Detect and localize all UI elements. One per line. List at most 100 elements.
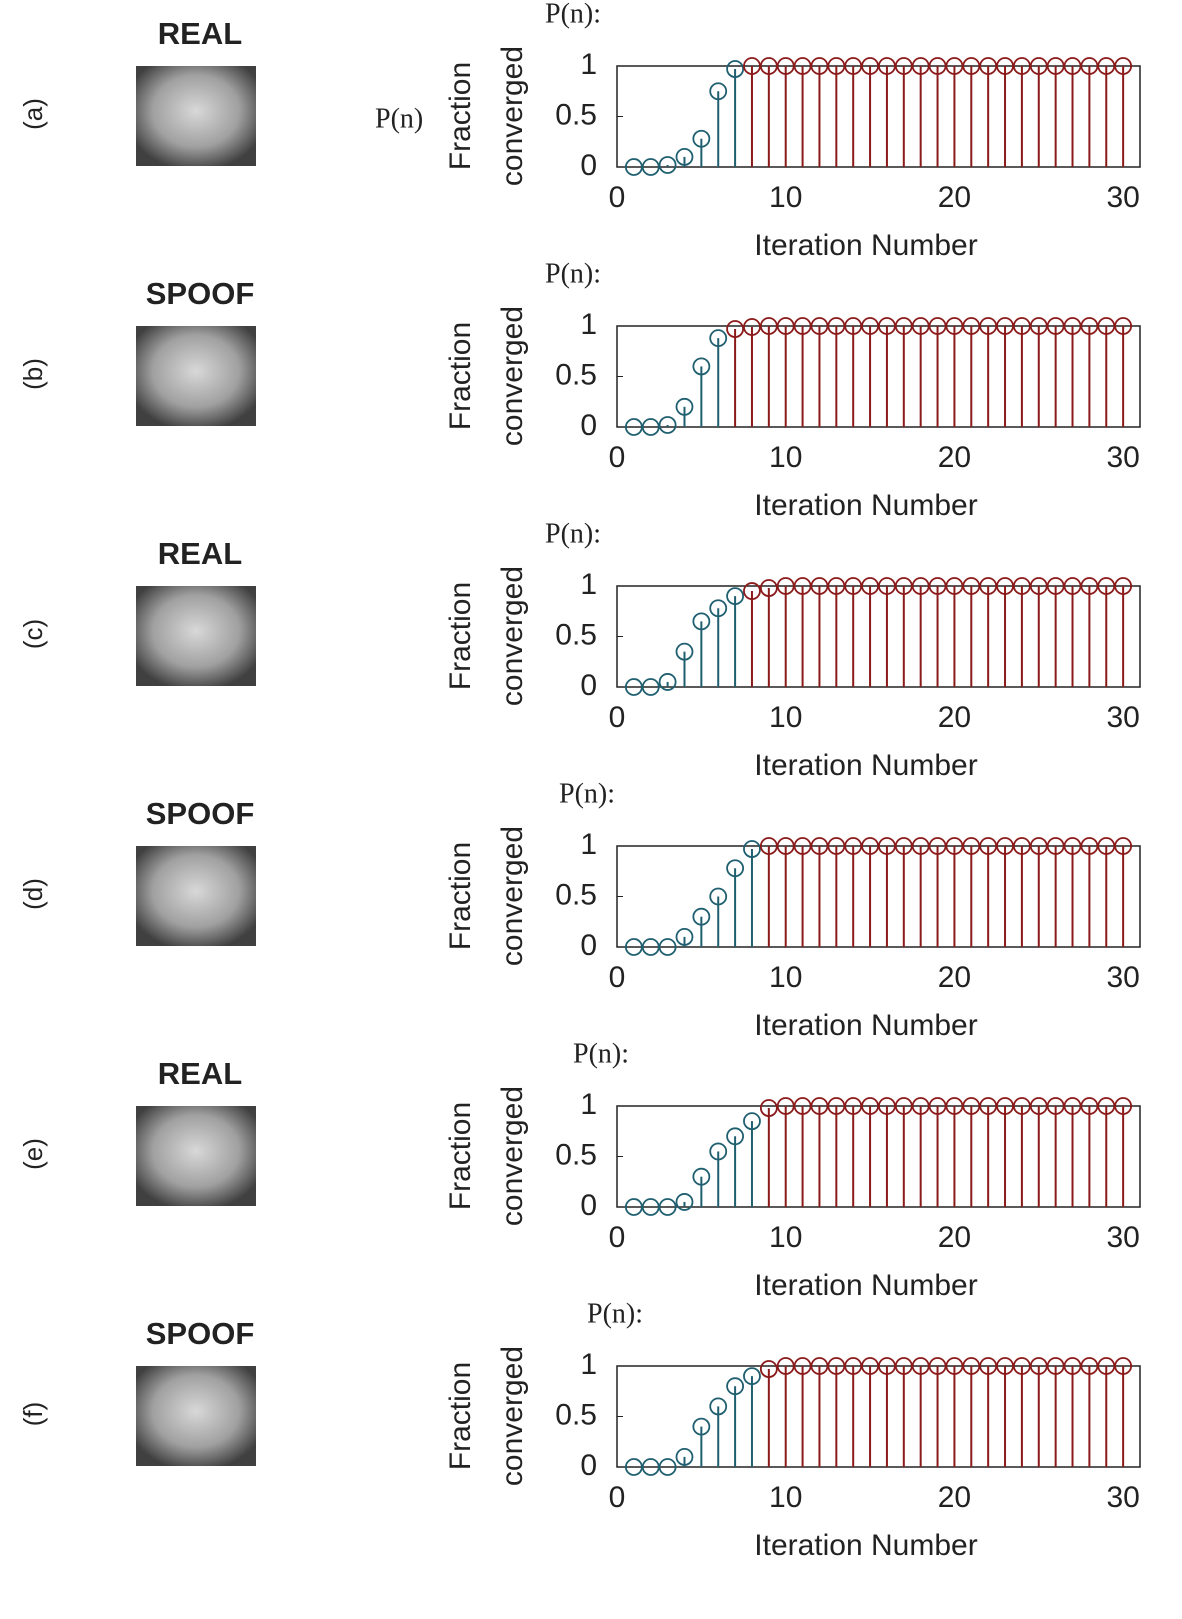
x-tick-label: 30 — [1106, 1481, 1139, 1514]
x-axis-label: Iteration Number — [754, 749, 977, 782]
face-image — [136, 846, 256, 946]
stem-marker — [692, 357, 711, 376]
panel-label: (b) — [18, 358, 48, 390]
panel-label: (a) — [18, 98, 48, 130]
stem-marker — [709, 1142, 728, 1161]
y-axis-label: converged — [496, 1086, 529, 1226]
stem-marker — [743, 1367, 761, 1385]
x-tick-label: 20 — [938, 961, 971, 994]
stem-marker — [726, 320, 744, 338]
y-tick-label: 0.5 — [555, 98, 597, 131]
panel-caption: REAL — [158, 1056, 242, 1091]
y-tick-label: 0 — [580, 669, 597, 702]
stem-marker — [675, 1193, 694, 1211]
x-tick-label: 10 — [769, 1221, 802, 1254]
panel-caption: REAL — [158, 536, 242, 571]
stem-marker — [726, 587, 744, 605]
stem-marker — [726, 1127, 744, 1146]
x-tick-label: 20 — [938, 1481, 971, 1514]
stem-marker — [709, 82, 728, 101]
x-tick-label: 10 — [769, 181, 802, 214]
stem-marker — [709, 887, 728, 906]
stem-marker — [658, 1198, 677, 1216]
stem-marker — [709, 599, 728, 618]
y-axis-label: converged — [496, 826, 529, 966]
annotation: P(n): — [545, 258, 601, 289]
x-tick-label: 10 — [769, 701, 802, 734]
y-tick-label: 1 — [580, 1348, 597, 1381]
y-tick-label: 1 — [580, 568, 597, 601]
stem-marker — [658, 156, 677, 174]
y-axis-label: converged — [496, 1346, 529, 1486]
stem-marker — [1114, 57, 1133, 75]
stem-marker — [709, 329, 728, 348]
stem-marker — [658, 416, 677, 434]
stem-marker — [1114, 1357, 1133, 1375]
x-tick-label: 10 — [769, 1481, 802, 1514]
y-axis-label: Fraction — [444, 62, 477, 170]
y-axis-label: Fraction — [444, 842, 477, 950]
y-axis-label: Fraction — [444, 322, 477, 430]
y-tick-label: 1 — [580, 308, 597, 341]
stem-marker — [675, 642, 694, 661]
stem-marker — [726, 1377, 744, 1396]
y-tick-label: 0.5 — [555, 358, 597, 391]
y-tick-label: 0.5 — [555, 618, 597, 651]
stem-marker — [726, 859, 744, 878]
y-tick-label: 1 — [580, 48, 597, 81]
plot-frame — [616, 65, 1141, 168]
y-axis-label: converged — [496, 306, 529, 446]
face-image — [136, 326, 256, 426]
stem-marker — [641, 678, 660, 696]
stem-marker — [675, 147, 694, 166]
stem-marker — [1114, 577, 1133, 595]
stem-marker — [759, 579, 778, 597]
y-tick-label: 0.5 — [555, 1398, 597, 1431]
annotation: P(n): — [545, 0, 601, 29]
y-tick-label: 0 — [580, 1189, 597, 1222]
x-tick-label: 30 — [1106, 701, 1139, 734]
x-tick-label: 20 — [938, 1221, 971, 1254]
stem-marker — [641, 418, 660, 436]
panel-label: (e) — [18, 1138, 48, 1170]
panel-label: (f) — [18, 1402, 48, 1427]
panel-label: (c) — [18, 619, 48, 649]
stem-marker — [658, 673, 677, 691]
stem-marker — [692, 612, 711, 631]
stem-marker — [1114, 317, 1133, 335]
stem-marker — [759, 1360, 778, 1378]
stem-marker — [1114, 1097, 1133, 1115]
stem-marker — [709, 1397, 728, 1416]
stem-marker — [658, 1458, 677, 1476]
y-axis-label: converged — [496, 46, 529, 186]
y-axis-label: converged — [496, 566, 529, 706]
stem-marker — [675, 928, 694, 946]
x-axis-label: Iteration Number — [754, 489, 977, 522]
stem-marker — [658, 938, 677, 956]
y-axis-label: Fraction — [444, 582, 477, 690]
face-image — [136, 586, 256, 686]
x-tick-label: 0 — [609, 701, 626, 734]
stem-marker — [692, 1167, 711, 1186]
x-tick-label: 20 — [938, 181, 971, 214]
side-note: P(n) — [375, 103, 423, 134]
y-tick-label: 0 — [580, 409, 597, 442]
panel-label: (d) — [18, 878, 48, 910]
stem-marker — [675, 397, 694, 416]
x-tick-label: 0 — [609, 441, 626, 474]
x-axis-label: Iteration Number — [754, 1009, 977, 1042]
y-tick-label: 0.5 — [555, 1138, 597, 1171]
face-image — [136, 1366, 256, 1466]
plot-frame — [616, 1365, 1141, 1468]
stem-marker — [675, 1448, 694, 1466]
x-tick-label: 0 — [609, 181, 626, 214]
y-tick-label: 1 — [580, 1088, 597, 1121]
x-axis-label: Iteration Number — [754, 1529, 977, 1562]
plot-frame — [616, 325, 1141, 428]
y-tick-label: 0 — [580, 1449, 597, 1482]
x-tick-label: 0 — [609, 1481, 626, 1514]
x-axis-label: Iteration Number — [754, 229, 977, 262]
x-tick-label: 10 — [769, 961, 802, 994]
plot-frame — [616, 1105, 1141, 1208]
annotation: P(n): — [573, 1038, 629, 1069]
